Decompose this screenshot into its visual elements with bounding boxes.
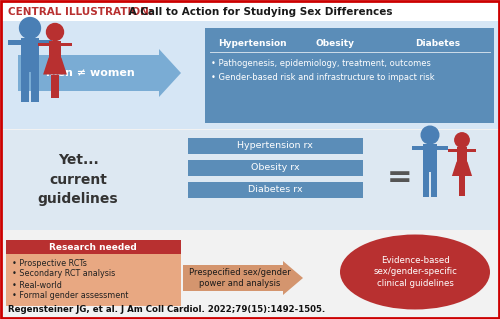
FancyBboxPatch shape xyxy=(38,41,52,45)
FancyBboxPatch shape xyxy=(468,149,476,152)
FancyBboxPatch shape xyxy=(431,172,437,197)
Polygon shape xyxy=(452,162,472,176)
Circle shape xyxy=(421,126,439,144)
Text: Regensteiner JG, et al. J Am Coll Cardiol. 2022;79(15):1492-1505.: Regensteiner JG, et al. J Am Coll Cardio… xyxy=(8,306,325,315)
FancyBboxPatch shape xyxy=(437,146,448,150)
FancyBboxPatch shape xyxy=(22,39,38,72)
Text: Hypertension rx: Hypertension rx xyxy=(237,142,313,151)
Text: • Formal gender assessment: • Formal gender assessment xyxy=(12,292,128,300)
Text: Prespecified sex/gender
power and analysis: Prespecified sex/gender power and analys… xyxy=(189,268,291,288)
FancyBboxPatch shape xyxy=(1,130,499,230)
Text: • Prospective RCTs: • Prospective RCTs xyxy=(12,258,87,268)
FancyBboxPatch shape xyxy=(456,147,468,162)
FancyBboxPatch shape xyxy=(6,240,181,254)
Text: Diabetes: Diabetes xyxy=(415,39,460,48)
FancyBboxPatch shape xyxy=(423,172,429,197)
FancyBboxPatch shape xyxy=(50,75,56,98)
FancyArrow shape xyxy=(183,261,303,295)
Text: CENTRAL ILLUSTRATION:: CENTRAL ILLUSTRATION: xyxy=(8,7,153,17)
FancyBboxPatch shape xyxy=(188,138,363,154)
FancyBboxPatch shape xyxy=(1,1,499,21)
FancyBboxPatch shape xyxy=(6,254,181,306)
FancyBboxPatch shape xyxy=(48,41,62,57)
FancyBboxPatch shape xyxy=(205,28,494,123)
FancyBboxPatch shape xyxy=(188,182,363,198)
Text: =: = xyxy=(387,164,413,192)
Text: Evidence-based
sex/gender-specific
clinical guidelines: Evidence-based sex/gender-specific clini… xyxy=(373,256,457,288)
FancyBboxPatch shape xyxy=(412,146,423,150)
FancyBboxPatch shape xyxy=(458,176,464,196)
Text: Diabetes rx: Diabetes rx xyxy=(248,186,302,195)
Text: • Secondary RCT analysis: • Secondary RCT analysis xyxy=(12,270,115,278)
FancyBboxPatch shape xyxy=(423,144,437,172)
Text: Obesity rx: Obesity rx xyxy=(250,164,300,173)
Text: men ≠ women: men ≠ women xyxy=(46,68,134,78)
FancyBboxPatch shape xyxy=(8,41,22,45)
FancyBboxPatch shape xyxy=(62,42,72,46)
FancyBboxPatch shape xyxy=(38,42,48,46)
Text: A Call to Action for Studying Sex Differences: A Call to Action for Studying Sex Differ… xyxy=(125,7,392,17)
Circle shape xyxy=(20,18,40,39)
Text: Research needed: Research needed xyxy=(49,242,137,251)
Text: • Real-world: • Real-world xyxy=(12,280,62,290)
Text: Yet...
current
guidelines: Yet... current guidelines xyxy=(38,153,118,206)
FancyBboxPatch shape xyxy=(188,160,363,176)
Text: Obesity: Obesity xyxy=(315,39,354,48)
FancyBboxPatch shape xyxy=(448,149,456,152)
Text: Hypertension: Hypertension xyxy=(218,39,286,48)
Circle shape xyxy=(455,133,469,147)
FancyBboxPatch shape xyxy=(1,21,499,129)
FancyBboxPatch shape xyxy=(22,72,29,102)
FancyBboxPatch shape xyxy=(31,72,38,102)
FancyArrow shape xyxy=(18,49,181,97)
Ellipse shape xyxy=(340,234,490,309)
FancyBboxPatch shape xyxy=(54,75,60,98)
Text: • Gender-based risk and infrastructure to impact risk: • Gender-based risk and infrastructure t… xyxy=(211,73,434,83)
Circle shape xyxy=(46,24,64,41)
FancyBboxPatch shape xyxy=(460,176,466,196)
Text: • Pathogenesis, epidemiology, treatment, outcomes: • Pathogenesis, epidemiology, treatment,… xyxy=(211,58,431,68)
Polygon shape xyxy=(43,57,67,75)
